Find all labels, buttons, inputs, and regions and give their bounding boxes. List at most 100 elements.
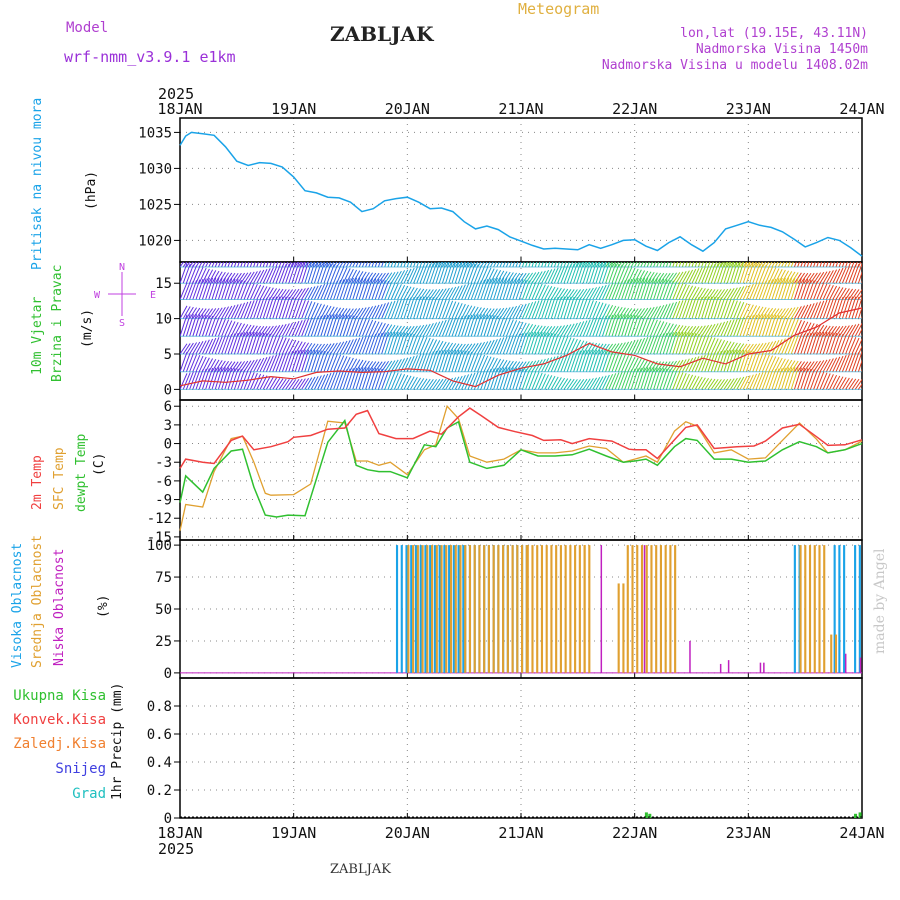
wind-barb bbox=[659, 272, 668, 284]
wind-barb bbox=[486, 315, 495, 337]
wind-barb bbox=[435, 288, 444, 300]
wind-barb bbox=[393, 325, 402, 337]
wind-barb bbox=[646, 367, 655, 390]
wind-barb bbox=[569, 351, 578, 372]
wind-barb bbox=[713, 322, 722, 337]
wind-barb bbox=[429, 339, 438, 355]
wind-barb bbox=[192, 262, 197, 268]
wind-barb bbox=[768, 308, 777, 319]
wind-barb bbox=[672, 300, 681, 319]
wind-barb bbox=[320, 283, 329, 300]
wind-barb bbox=[502, 360, 511, 372]
wind-barb bbox=[285, 297, 294, 319]
wind-barb bbox=[509, 367, 518, 390]
wind-barb bbox=[784, 336, 793, 355]
wind-barb bbox=[297, 262, 302, 268]
wind-barb bbox=[745, 304, 754, 319]
wind-barb bbox=[297, 349, 306, 372]
wind-barb bbox=[662, 361, 671, 372]
wind-barb bbox=[211, 359, 220, 372]
wind-barb bbox=[445, 262, 450, 268]
wind-barb bbox=[483, 340, 492, 355]
wind-barb bbox=[224, 367, 233, 390]
wind-barb bbox=[608, 263, 617, 284]
wind-barb bbox=[400, 262, 403, 268]
wind-barb bbox=[483, 368, 492, 390]
wind-barb bbox=[339, 314, 348, 337]
wind-barb bbox=[294, 341, 303, 355]
wind-barb bbox=[793, 306, 802, 319]
wind-barb bbox=[361, 360, 370, 372]
wind-barb bbox=[429, 297, 438, 319]
wind-barb bbox=[246, 282, 255, 300]
wind-barb bbox=[726, 288, 735, 300]
wind-barb bbox=[201, 339, 210, 355]
wind-barb bbox=[534, 325, 543, 337]
wind-barb bbox=[361, 319, 370, 337]
wind-barb bbox=[617, 342, 626, 355]
wind-barb bbox=[614, 306, 623, 319]
wind-barb bbox=[198, 340, 207, 355]
wind-barb bbox=[214, 317, 223, 337]
wind-barb bbox=[461, 374, 470, 390]
wind-barb bbox=[633, 338, 642, 355]
wind-barb bbox=[198, 267, 207, 284]
wind-barb bbox=[576, 350, 585, 372]
high_cloud-bar bbox=[793, 545, 796, 673]
wind-barb bbox=[304, 349, 313, 372]
wind-barb bbox=[400, 332, 409, 355]
wind-barb bbox=[403, 333, 412, 355]
wind-barb bbox=[198, 262, 203, 268]
wind-barb bbox=[841, 377, 850, 390]
wind-barb bbox=[557, 325, 566, 337]
wind-barb bbox=[541, 358, 550, 372]
wind-barb bbox=[829, 269, 838, 284]
wind-barb bbox=[422, 296, 431, 319]
wind-barb bbox=[819, 299, 828, 319]
wind-barb bbox=[800, 262, 804, 268]
wind-barb bbox=[720, 378, 729, 390]
wind-barb bbox=[678, 271, 687, 284]
wind-barb bbox=[813, 331, 822, 355]
mid_cloud-bar bbox=[799, 545, 802, 673]
wind-barb bbox=[598, 262, 604, 268]
wind-barb bbox=[269, 377, 278, 390]
wind-barb bbox=[704, 378, 713, 390]
mid_cloud-bar bbox=[583, 545, 586, 673]
wind-barb bbox=[829, 374, 838, 390]
wind-barb bbox=[381, 370, 390, 390]
wind-barb bbox=[281, 323, 290, 337]
wind-barb bbox=[320, 373, 329, 390]
wind-barb bbox=[409, 334, 418, 355]
wind-barb bbox=[621, 307, 630, 319]
wind-barb bbox=[736, 349, 745, 372]
wind-barb bbox=[355, 271, 364, 284]
wind-barb bbox=[451, 262, 460, 284]
wind-barb bbox=[544, 286, 553, 300]
wind-barb bbox=[806, 332, 815, 355]
wind-barb bbox=[697, 377, 706, 390]
wind-barb bbox=[249, 372, 258, 390]
wind-barb bbox=[573, 379, 582, 390]
wind-barb bbox=[339, 308, 348, 319]
wind-barb bbox=[585, 300, 594, 319]
wind-barb bbox=[720, 298, 729, 319]
wind-barb bbox=[726, 262, 731, 268]
wind-barb bbox=[198, 356, 207, 372]
x-tick-label-bottom: 19JAN bbox=[271, 824, 316, 842]
wind-barb bbox=[585, 318, 594, 337]
cloud-ylabel-high: Visoka Oblacnost bbox=[10, 542, 25, 668]
wind-barb bbox=[365, 277, 374, 300]
wind-barb bbox=[477, 314, 486, 337]
wind-barb bbox=[400, 297, 409, 319]
wind-barb bbox=[384, 331, 393, 355]
wind-barb bbox=[777, 338, 786, 355]
wind-barb bbox=[208, 367, 217, 390]
mid_cloud-bar bbox=[440, 545, 443, 673]
wind-barb bbox=[675, 300, 684, 319]
wind-barb bbox=[797, 305, 806, 319]
wind-barb bbox=[336, 355, 345, 372]
wind-barb bbox=[195, 278, 204, 300]
wind-barb bbox=[643, 307, 652, 319]
wind-barb bbox=[630, 357, 639, 372]
